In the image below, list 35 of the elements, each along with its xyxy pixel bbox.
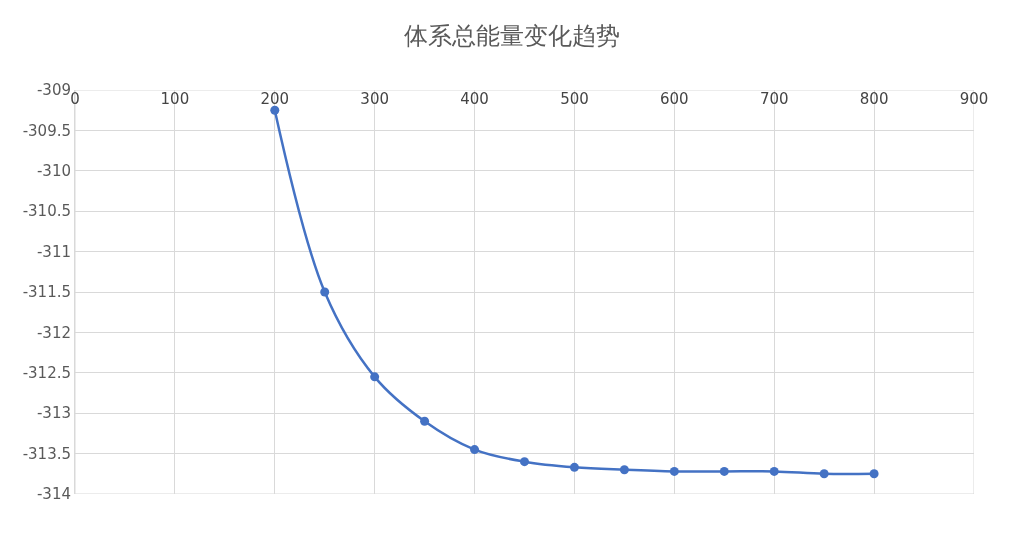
point	[270, 105, 280, 115]
point	[869, 469, 879, 479]
point	[619, 465, 629, 475]
point	[420, 416, 430, 426]
x-tick-label: 800	[859, 89, 889, 108]
point	[719, 466, 729, 476]
point	[669, 466, 679, 476]
point	[370, 372, 380, 382]
x-tick-label: 100	[160, 89, 190, 108]
x-tick-label: 500	[560, 89, 589, 108]
x-tick-label: 700	[759, 89, 789, 108]
x-tick-label: 400	[460, 89, 489, 108]
point	[819, 469, 829, 479]
point	[520, 457, 529, 467]
point	[769, 466, 779, 476]
y-tick-label: -311.5	[22, 283, 71, 302]
chart-title: 体系总能量变化趋势	[404, 21, 620, 50]
y-tick-label: -312	[36, 323, 71, 342]
x-tick-label: 900	[959, 89, 989, 108]
y-tick-label: -310.5	[22, 202, 71, 221]
point	[470, 445, 480, 455]
y-tick-label: -311	[36, 242, 71, 261]
y-tick-label: -310	[36, 162, 71, 181]
x-tick-label: 200	[260, 89, 290, 108]
point	[569, 462, 579, 472]
y-tick-label: -309.5	[22, 121, 71, 140]
x-tick-label: 600	[660, 89, 689, 108]
x-tick-label: 0	[70, 89, 80, 108]
y-tick-label: -313.5	[22, 444, 71, 463]
y-tick-label: -314	[36, 485, 71, 504]
x-tick-label: 300	[360, 89, 389, 108]
point	[320, 287, 330, 297]
y-tick-label: -313	[36, 404, 71, 423]
y-tick-label: -309	[36, 81, 71, 100]
y-tick-label: -312.5	[22, 364, 71, 383]
